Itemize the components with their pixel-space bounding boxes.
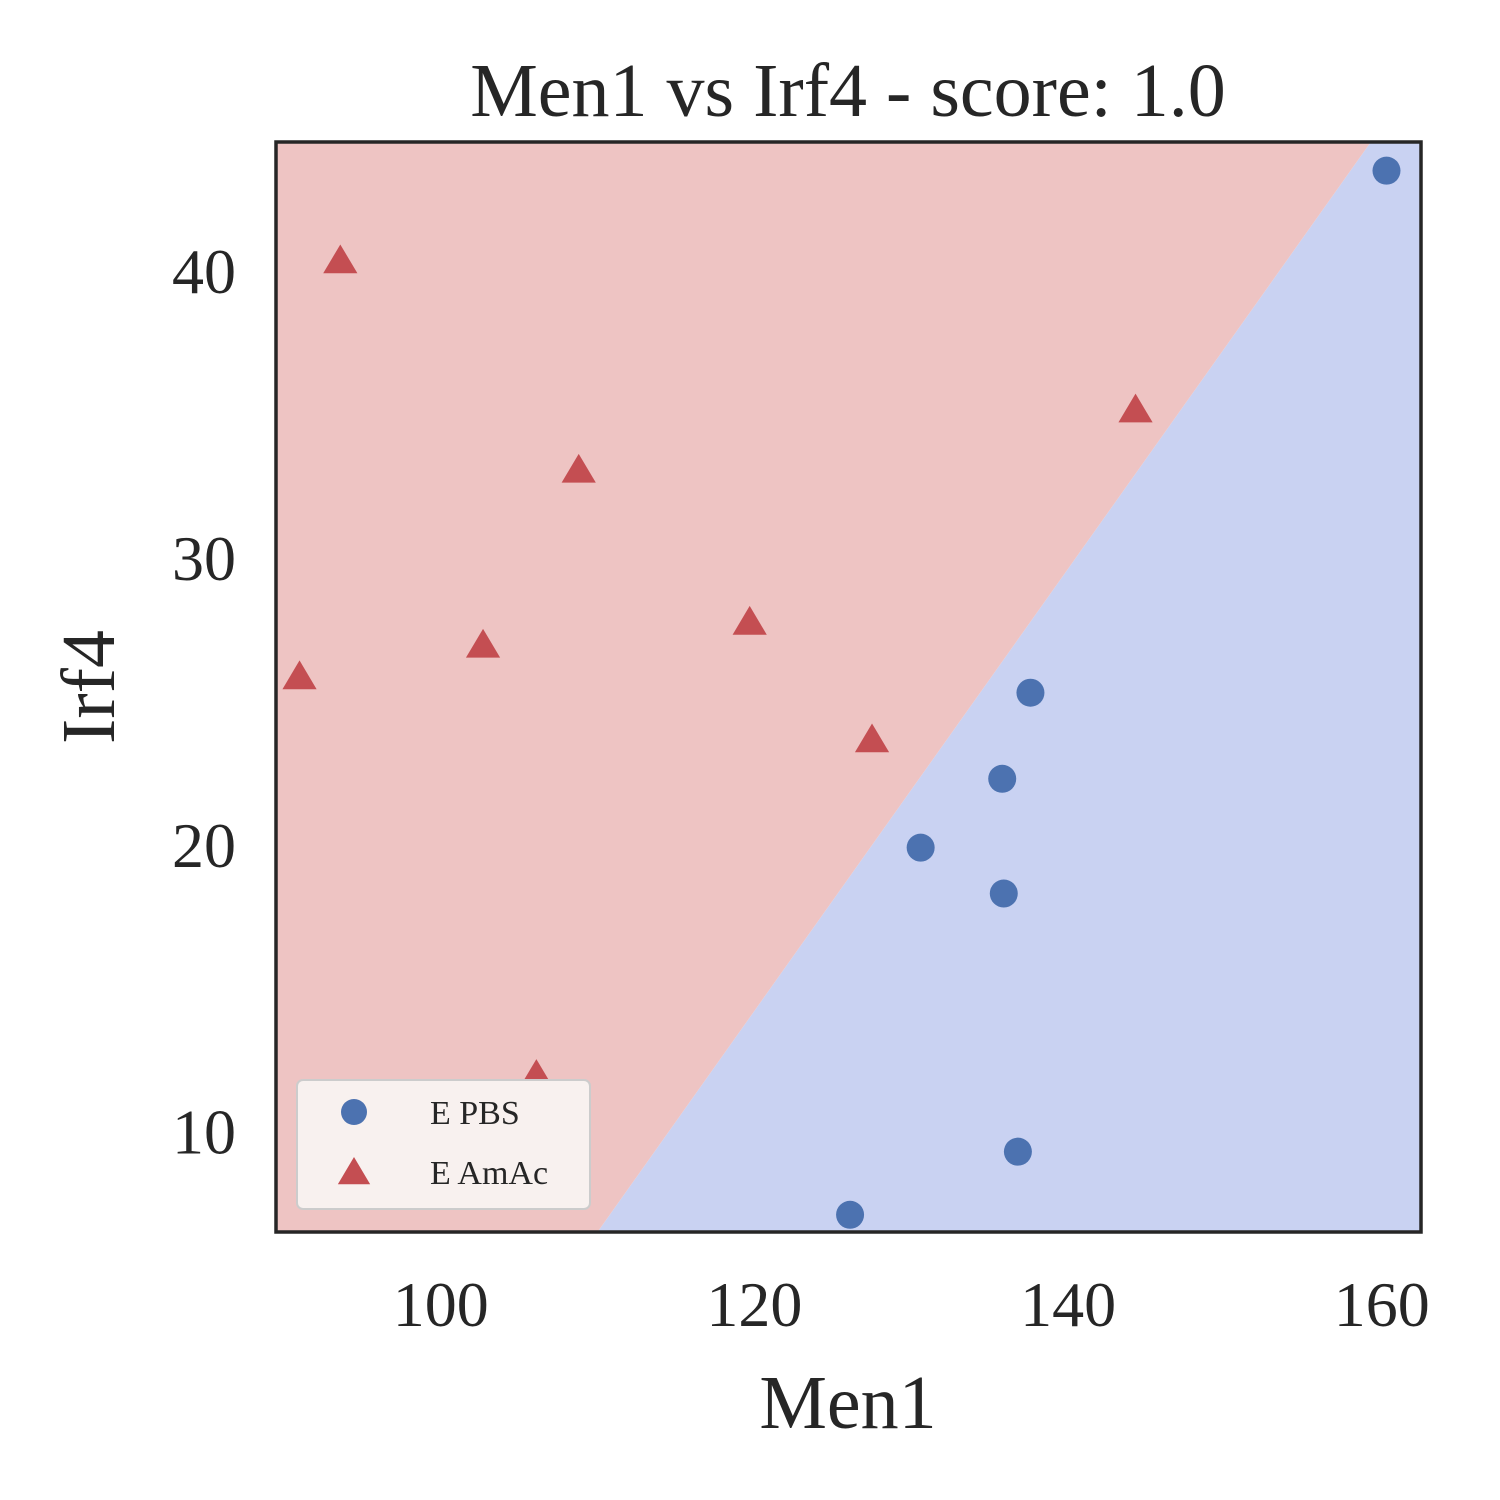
legend-label-1: E AmAc (430, 1155, 548, 1192)
x-tick-100: 100 (393, 1269, 489, 1340)
legend-box (296, 1079, 591, 1210)
point-1-1 (561, 453, 596, 483)
y-tick-40: 40 (172, 236, 236, 307)
y-axis-ticks: 10 20 30 40 (172, 236, 236, 1168)
point-1-0 (323, 244, 358, 274)
plot-area (276, 142, 1421, 1232)
point-1-6 (282, 660, 317, 690)
chart-title: Men1 vs Irf4 - score: 1.0 (470, 49, 1226, 133)
point-0-0 (1372, 156, 1401, 185)
point-1-4 (732, 605, 767, 635)
point-0-5 (1003, 1137, 1032, 1166)
point-0-4 (989, 879, 1018, 908)
x-axis-ticks: 100 120 140 160 (393, 1269, 1430, 1340)
decision-region-e-amac (276, 142, 1371, 1232)
legend: E PBS E AmAc (296, 1079, 591, 1210)
y-tick-20: 20 (172, 810, 236, 881)
plot-frame (274, 140, 1423, 1234)
legend-marker-1 (337, 1157, 371, 1185)
point-0-1 (1016, 678, 1045, 707)
point-1-3 (465, 628, 501, 658)
point-1-5 (854, 723, 890, 753)
x-tick-120: 120 (706, 1269, 802, 1340)
y-axis-label: Irf4 (47, 630, 131, 744)
point-0-6 (836, 1200, 865, 1229)
y-tick-30: 30 (172, 523, 236, 594)
x-axis-label: Men1 (759, 1361, 936, 1445)
legend-marker-0 (341, 1099, 367, 1125)
y-tick-10: 10 (172, 1097, 236, 1168)
point-0-2 (988, 764, 1017, 793)
legend-label-0: E PBS (430, 1095, 520, 1132)
x-tick-160: 160 (1334, 1269, 1430, 1340)
decision-region-e-pbs (597, 142, 1421, 1232)
x-tick-140: 140 (1020, 1269, 1116, 1340)
point-1-2 (1118, 393, 1153, 423)
point-0-3 (906, 833, 935, 862)
